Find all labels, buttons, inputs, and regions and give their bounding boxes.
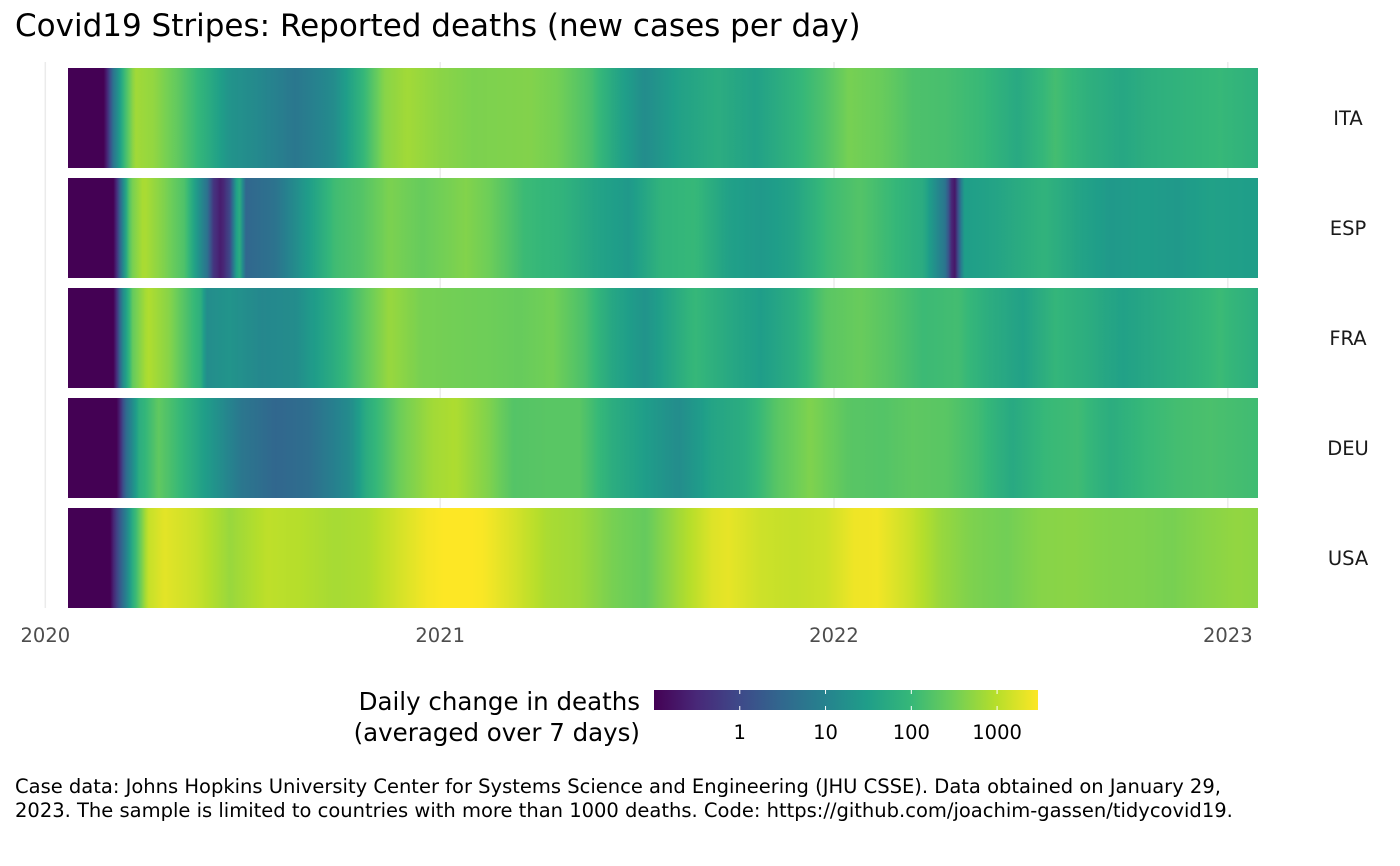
x-tick-label-2023: 2023 — [1203, 624, 1253, 647]
stripe-row-esp — [68, 178, 1258, 278]
row-label-ita: ITA — [1333, 107, 1363, 130]
row-label-esp: ESP — [1330, 217, 1367, 240]
colorbar-tick-label-1: 1 — [734, 721, 746, 744]
stripe-row-ita — [68, 68, 1258, 168]
stripe-row-fra — [68, 288, 1258, 388]
row-label-deu: DEU — [1327, 437, 1369, 460]
x-tick-label-2021: 2021 — [415, 624, 465, 647]
colorbar-ticks: 1 10 100 1000 — [734, 690, 1022, 744]
colorbar-legend: 1 10 100 1000 — [654, 690, 1038, 744]
chart-title: Covid19 Stripes: Reported deaths (new ca… — [15, 8, 861, 44]
row-label-fra: FRA — [1329, 327, 1367, 350]
row-label-usa: USA — [1328, 547, 1369, 570]
stripe-row-deu — [68, 398, 1258, 498]
colorbar-tick-label-100: 100 — [893, 721, 930, 744]
x-axis-tick-labels: 2020 2021 2022 2023 — [21, 624, 1253, 647]
colorbar-tick-label-1000: 1000 — [972, 721, 1022, 744]
x-tick-label-2022: 2022 — [809, 624, 859, 647]
x-tick-label-2020: 2020 — [21, 624, 71, 647]
stripe-rows — [68, 68, 1258, 608]
country-labels: ITA ESP FRA DEU USA — [1327, 107, 1369, 570]
colorbar-tick-label-10: 10 — [813, 721, 838, 744]
colorbar — [654, 690, 1038, 710]
stripes-plot: ITA ESP FRA DEU USA 2020 2021 2022 2023 — [21, 62, 1369, 647]
colorbar-title: Daily change in deaths (averaged over 7 … — [353, 687, 640, 747]
caption: Case data: Johns Hopkins University Cent… — [15, 775, 1233, 822]
stripe-row-usa — [68, 508, 1258, 608]
